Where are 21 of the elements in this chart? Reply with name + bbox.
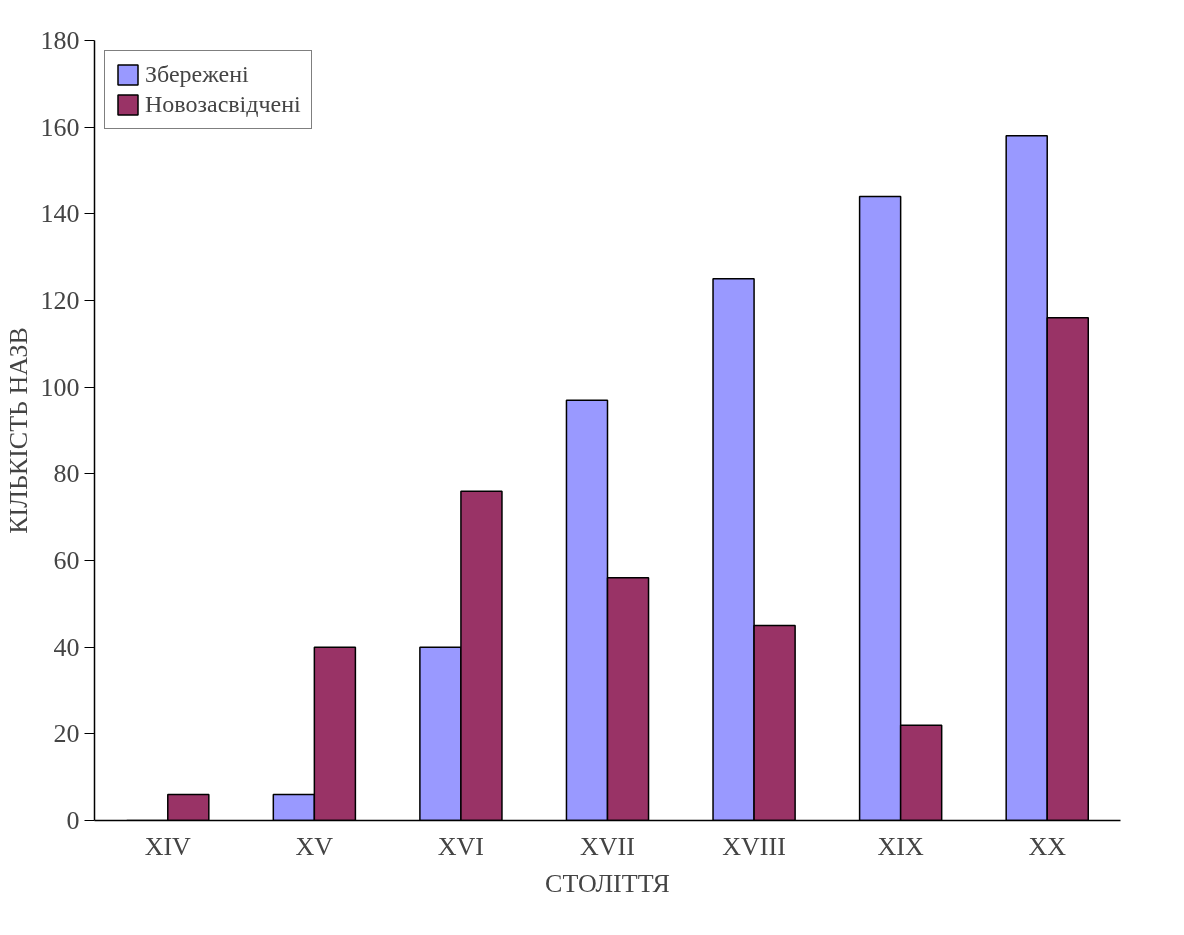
- x-tick-label: XVIII: [722, 831, 786, 861]
- y-tick-label: 80: [53, 459, 80, 489]
- x-tick-label: XIV: [144, 831, 192, 861]
- y-tick-label: 40: [53, 632, 80, 662]
- y-tick-label: 140: [40, 199, 80, 229]
- y-tick-label: 120: [40, 286, 80, 315]
- y-tick-label: 160: [40, 112, 80, 142]
- legend-label: Збережені: [145, 61, 249, 88]
- y-axis-title: КІЛЬКІСТЬ НАЗВ: [3, 327, 33, 534]
- y-tick-label: 180: [40, 26, 80, 55]
- y-tick-label: 20: [53, 719, 80, 749]
- y-tick-label: 60: [53, 546, 80, 575]
- y-tick-label: 100: [40, 372, 80, 402]
- x-tick-label: XVI: [437, 831, 485, 861]
- y-tick-label: 0: [66, 806, 80, 835]
- x-tick-label: XV: [295, 831, 334, 861]
- legend-label: Новозасвідчені: [145, 91, 301, 118]
- x-tick-label: XVII: [580, 831, 635, 861]
- x-axis-title: СТОЛІТТЯ: [545, 868, 670, 898]
- x-tick-label: XIX: [877, 831, 924, 861]
- x-tick-label: XX: [1028, 831, 1067, 861]
